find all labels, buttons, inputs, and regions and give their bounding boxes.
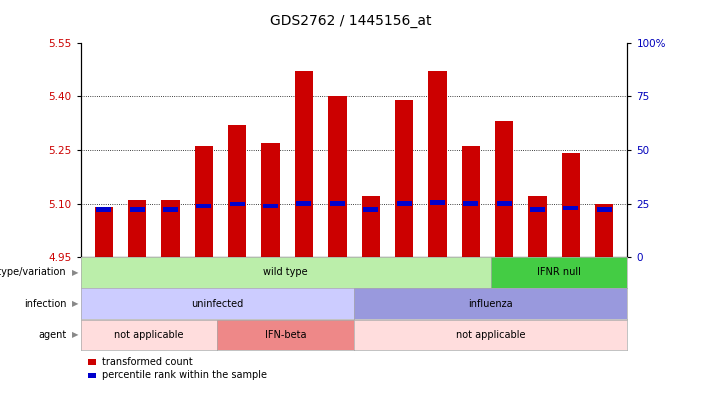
Bar — [161, 200, 179, 257]
Bar — [330, 201, 345, 206]
Text: ▶: ▶ — [72, 330, 79, 339]
Text: agent: agent — [39, 330, 67, 340]
Bar — [363, 207, 378, 212]
Bar — [461, 146, 480, 257]
Bar — [397, 201, 411, 206]
Bar — [297, 201, 311, 206]
Bar — [430, 200, 445, 205]
Text: infection: infection — [24, 298, 67, 309]
Text: wild type: wild type — [264, 267, 308, 277]
Bar — [463, 201, 478, 206]
Bar — [362, 196, 380, 257]
Bar — [529, 196, 547, 257]
Bar — [496, 201, 512, 206]
Bar — [563, 206, 578, 210]
Text: IFN-beta: IFN-beta — [265, 330, 306, 340]
Bar — [195, 146, 213, 257]
Bar — [95, 207, 113, 257]
Text: transformed count: transformed count — [102, 357, 193, 367]
Text: influenza: influenza — [468, 298, 513, 309]
Bar — [595, 203, 613, 257]
Text: uninfected: uninfected — [191, 298, 243, 309]
Bar — [163, 207, 178, 212]
Text: not applicable: not applicable — [456, 330, 526, 340]
Text: ▶: ▶ — [72, 299, 79, 308]
Bar — [395, 100, 413, 257]
Bar — [328, 96, 346, 257]
Bar — [597, 207, 611, 212]
Text: IFNR null: IFNR null — [537, 267, 581, 277]
Bar — [562, 153, 580, 257]
Bar — [530, 207, 545, 212]
Bar — [263, 204, 278, 208]
Bar — [295, 71, 313, 257]
Bar — [230, 202, 245, 207]
Bar — [130, 207, 145, 212]
Text: genotype/variation: genotype/variation — [0, 267, 67, 277]
Bar — [261, 143, 280, 257]
Text: not applicable: not applicable — [114, 330, 184, 340]
Bar — [128, 200, 147, 257]
Bar — [196, 204, 212, 208]
Bar — [97, 207, 111, 212]
Bar — [495, 121, 513, 257]
Text: ▶: ▶ — [72, 268, 79, 277]
Text: percentile rank within the sample: percentile rank within the sample — [102, 371, 267, 380]
Bar — [428, 71, 447, 257]
Text: GDS2762 / 1445156_at: GDS2762 / 1445156_at — [270, 14, 431, 28]
Bar — [228, 125, 247, 257]
